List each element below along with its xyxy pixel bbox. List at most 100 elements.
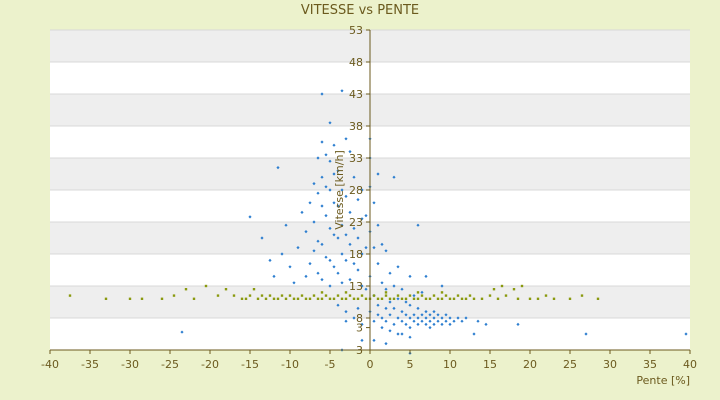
data-point-series-2	[224, 288, 228, 291]
data-point-series-1	[404, 300, 408, 304]
data-point-series-2	[464, 297, 468, 300]
data-point-series-1	[372, 201, 376, 205]
y-tick-label: 38	[349, 120, 363, 133]
data-point-series-2	[320, 297, 324, 300]
data-point-series-1	[364, 287, 368, 291]
data-point-series-2	[440, 297, 444, 300]
data-point-series-2	[520, 284, 524, 288]
data-point-series-1	[352, 316, 356, 320]
y-tick-label: 3	[356, 344, 363, 357]
data-point-series-2	[480, 297, 484, 300]
data-point-series-2	[416, 297, 420, 300]
data-point-series-2	[268, 294, 272, 297]
data-point-series-1	[364, 246, 368, 250]
x-tick-label: 30	[603, 358, 617, 371]
data-point-series-1	[324, 214, 328, 218]
data-point-series-1	[464, 316, 468, 320]
data-point-series-1	[436, 319, 440, 323]
data-point-series-1	[428, 319, 432, 323]
data-point-series-1	[432, 310, 436, 314]
data-point-series-1	[320, 278, 324, 282]
data-point-series-2	[288, 294, 292, 297]
data-point-series-1	[360, 338, 364, 342]
data-point-series-2	[356, 297, 360, 300]
data-point-series-1	[308, 201, 312, 205]
data-point-series-1	[412, 313, 416, 317]
data-point-series-2	[232, 294, 236, 297]
data-point-series-1	[400, 319, 404, 323]
data-point-series-2	[192, 297, 196, 300]
data-point-series-1	[336, 271, 340, 275]
data-point-series-1	[396, 316, 400, 320]
data-point-series-1	[328, 226, 332, 230]
x-tick-label: 5	[407, 358, 414, 371]
data-point-series-1	[320, 92, 324, 96]
x-tick-label: -30	[121, 358, 139, 371]
data-point-series-1	[348, 278, 352, 282]
x-tick-label: 40	[683, 358, 697, 371]
data-point-series-2	[448, 297, 452, 300]
data-point-series-1	[376, 262, 380, 266]
data-point-series-2	[512, 288, 516, 291]
data-point-series-1	[360, 252, 364, 256]
data-point-series-1	[316, 191, 320, 195]
data-point-series-2	[244, 297, 248, 300]
data-point-series-1	[320, 140, 324, 144]
data-point-series-1	[276, 166, 280, 170]
data-point-series-1	[340, 252, 344, 256]
data-point-series-1	[332, 172, 336, 176]
data-point-series-2	[404, 297, 408, 300]
data-point-series-1	[364, 214, 368, 218]
data-point-series-1	[180, 330, 184, 334]
data-point-series-1	[416, 316, 420, 320]
data-point-series-1	[360, 322, 364, 326]
data-point-series-2	[328, 297, 332, 300]
data-point-series-2	[412, 297, 416, 300]
data-point-series-1	[372, 319, 376, 323]
data-point-series-1	[440, 316, 444, 320]
data-point-series-1	[344, 310, 348, 314]
data-point-series-1	[356, 198, 360, 202]
data-point-series-2	[376, 297, 380, 300]
data-point-series-1	[292, 281, 296, 285]
data-point-series-1	[408, 303, 412, 307]
y-tick-label: 28	[349, 184, 363, 197]
data-point-series-1	[328, 159, 332, 163]
data-point-series-2	[284, 297, 288, 300]
data-point-series-1	[424, 310, 428, 314]
data-point-series-2	[388, 297, 392, 300]
data-point-series-2	[296, 297, 300, 300]
data-point-series-1	[352, 262, 356, 266]
data-point-series-2	[160, 297, 164, 300]
data-point-series-2	[300, 294, 304, 297]
data-point-series-2	[260, 294, 264, 297]
data-point-series-1	[384, 249, 388, 253]
data-point-series-1	[336, 204, 340, 208]
data-point-series-1	[448, 322, 452, 326]
data-point-series-1	[316, 271, 320, 275]
data-point-series-1	[380, 326, 384, 330]
data-point-series-2	[436, 297, 440, 300]
data-point-series-2	[580, 294, 584, 297]
data-point-series-1	[408, 274, 412, 278]
data-point-series-2	[252, 288, 256, 291]
data-point-series-2	[276, 297, 280, 300]
data-point-series-1	[324, 255, 328, 259]
data-point-series-1	[424, 322, 428, 326]
data-point-series-1	[380, 316, 384, 320]
data-point-series-1	[376, 303, 380, 307]
data-point-series-2	[396, 294, 400, 297]
data-point-series-2	[392, 297, 396, 300]
x-tick-label: 15	[483, 358, 497, 371]
data-point-series-1	[424, 274, 428, 278]
data-point-series-1	[324, 153, 328, 157]
data-point-series-1	[416, 223, 420, 227]
data-point-series-1	[400, 332, 404, 336]
data-point-series-2	[444, 294, 448, 297]
data-point-series-1	[392, 175, 396, 179]
data-point-series-2	[568, 297, 572, 300]
data-point-series-1	[372, 338, 376, 342]
data-point-series-1	[376, 172, 380, 176]
x-tick-label: 0	[367, 358, 374, 371]
y-tick-label: 43	[349, 88, 363, 101]
